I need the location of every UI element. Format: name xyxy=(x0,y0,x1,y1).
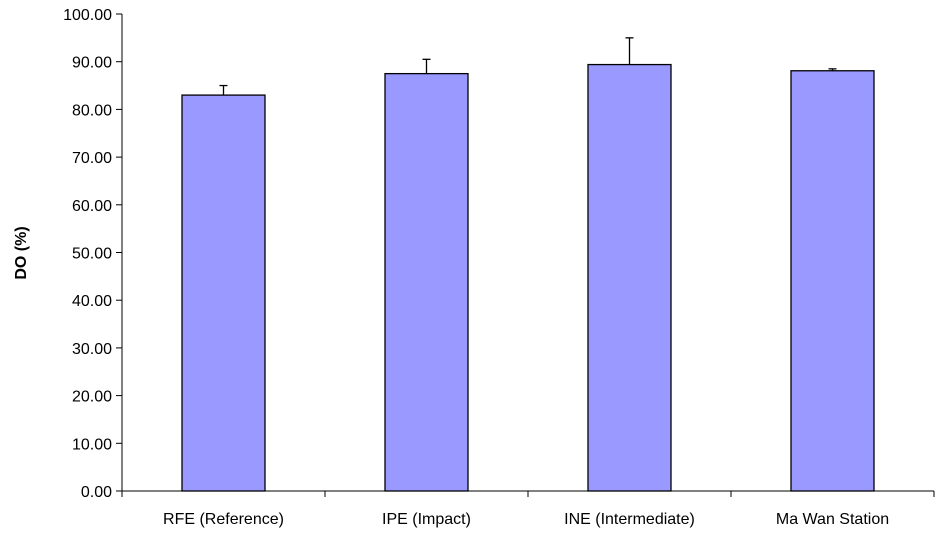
y-tick-label: 20.00 xyxy=(72,389,112,406)
bar xyxy=(384,72,469,492)
y-tick-label: 0.00 xyxy=(81,484,112,501)
y-tick-label: 90.00 xyxy=(72,55,112,72)
y-tick-label: 30.00 xyxy=(72,341,112,358)
y-tick-label: 70.00 xyxy=(72,150,112,167)
y-tick-label: 10.00 xyxy=(72,436,112,453)
y-axis-title: DO (%) xyxy=(13,226,30,279)
bar xyxy=(790,70,875,492)
bar xyxy=(587,63,672,492)
y-tick-label: 100.00 xyxy=(63,7,112,24)
x-category-label: IPE (Impact) xyxy=(382,511,471,528)
y-tick-label: 40.00 xyxy=(72,293,112,310)
x-category-label: RFE (Reference) xyxy=(163,511,284,528)
y-tick-label: 50.00 xyxy=(72,246,112,263)
x-category-label: Ma Wan Station xyxy=(776,511,889,528)
plot-area: 0.00 10.00 20.00 30.00 40.00 50.00 60.00 70.00 8… xyxy=(63,7,935,528)
y-tick-label: 60.00 xyxy=(72,198,112,215)
bar xyxy=(181,94,266,492)
x-category-label: INE (Intermediate) xyxy=(564,511,695,528)
y-tick-label: 80.00 xyxy=(72,102,112,119)
